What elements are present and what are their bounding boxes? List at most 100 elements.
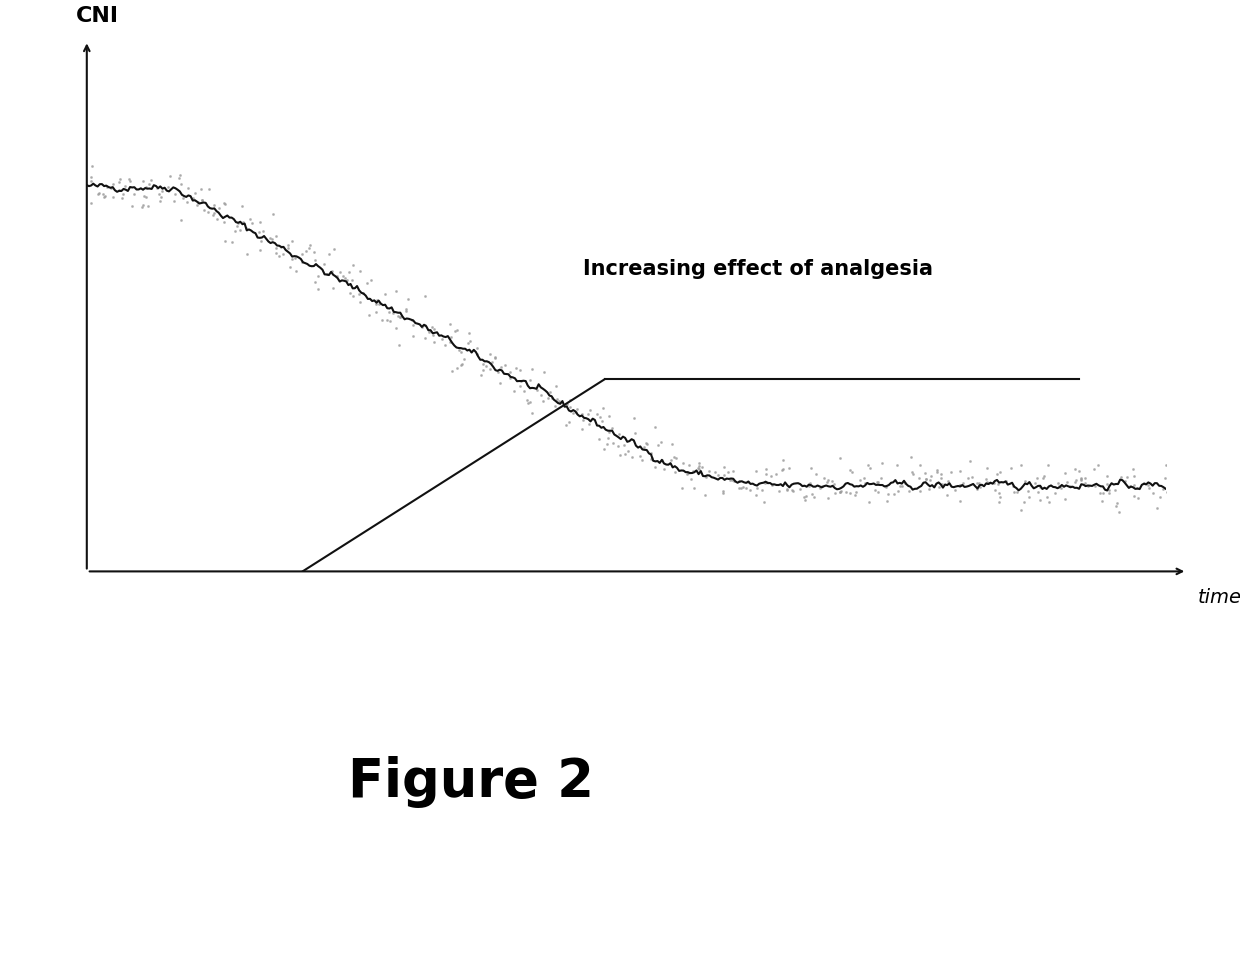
Point — [614, 438, 634, 454]
Point — [622, 450, 642, 465]
Point — [1120, 478, 1140, 494]
Point — [895, 476, 915, 491]
Point — [1055, 466, 1075, 481]
Point — [103, 177, 123, 193]
Point — [1110, 505, 1130, 520]
Point — [467, 348, 487, 363]
Point — [148, 181, 167, 196]
Point — [1125, 489, 1145, 504]
Point — [531, 388, 551, 403]
Point — [397, 304, 417, 319]
Point — [977, 476, 997, 491]
Point — [805, 490, 825, 505]
Point — [259, 232, 279, 247]
Point — [415, 290, 435, 305]
Point — [350, 295, 370, 311]
Point — [1030, 479, 1050, 495]
Point — [435, 338, 455, 354]
Point — [391, 310, 410, 325]
Point — [841, 462, 861, 477]
Point — [763, 477, 782, 493]
Point — [556, 417, 575, 433]
Point — [649, 437, 668, 453]
Point — [88, 188, 108, 203]
Point — [285, 251, 305, 266]
Point — [666, 451, 686, 466]
Point — [450, 357, 470, 373]
Point — [1071, 472, 1091, 487]
Point — [1008, 484, 1028, 499]
Point — [236, 221, 255, 236]
Point — [929, 480, 949, 496]
Point — [305, 275, 325, 291]
Point — [391, 310, 410, 325]
Point — [761, 469, 781, 484]
Point — [472, 363, 492, 378]
Point — [593, 414, 613, 429]
Point — [164, 194, 184, 210]
Point — [495, 358, 515, 374]
Point — [319, 247, 339, 262]
Point — [533, 394, 553, 409]
Point — [846, 484, 866, 499]
Point — [171, 213, 191, 228]
Point — [719, 473, 739, 488]
Point — [267, 241, 286, 256]
Point — [342, 258, 362, 274]
Point — [636, 436, 656, 451]
Point — [746, 488, 766, 503]
Point — [160, 169, 180, 184]
Point — [790, 481, 810, 497]
Point — [714, 460, 734, 476]
Point — [858, 458, 878, 474]
Point — [1078, 479, 1097, 495]
Point — [740, 482, 760, 497]
Point — [506, 360, 526, 375]
Point — [1011, 503, 1030, 518]
Point — [921, 469, 941, 484]
Point — [203, 208, 223, 223]
Point — [673, 456, 693, 471]
Point — [565, 404, 585, 419]
Point — [724, 474, 744, 489]
Point — [946, 482, 966, 497]
Point — [233, 215, 253, 231]
Point — [94, 190, 114, 205]
Point — [459, 326, 479, 341]
Point — [1066, 474, 1086, 489]
Point — [205, 197, 224, 213]
Point — [1075, 476, 1095, 492]
Point — [560, 393, 580, 408]
Point — [801, 487, 821, 502]
Point — [440, 335, 460, 351]
Point — [383, 306, 403, 321]
Point — [226, 224, 246, 239]
Point — [872, 456, 892, 471]
Point — [928, 465, 947, 480]
Point — [990, 496, 1009, 511]
Point — [831, 484, 851, 499]
Point — [563, 406, 583, 421]
Point — [263, 207, 283, 222]
Point — [825, 485, 844, 500]
Point — [887, 458, 906, 474]
Point — [630, 449, 650, 464]
Point — [343, 289, 363, 304]
Point — [109, 183, 129, 198]
Point — [1065, 462, 1085, 477]
Point — [662, 436, 682, 452]
Point — [1012, 457, 1032, 473]
Point — [1065, 475, 1085, 490]
Point — [171, 177, 191, 193]
Point — [1045, 486, 1065, 501]
Point — [689, 462, 709, 477]
Point — [651, 454, 671, 469]
Point — [773, 453, 792, 468]
Point — [609, 427, 629, 442]
Point — [445, 324, 465, 339]
Point — [1075, 471, 1095, 486]
Point — [950, 478, 970, 494]
Point — [350, 264, 370, 279]
Point — [122, 199, 141, 214]
Point — [415, 318, 435, 334]
